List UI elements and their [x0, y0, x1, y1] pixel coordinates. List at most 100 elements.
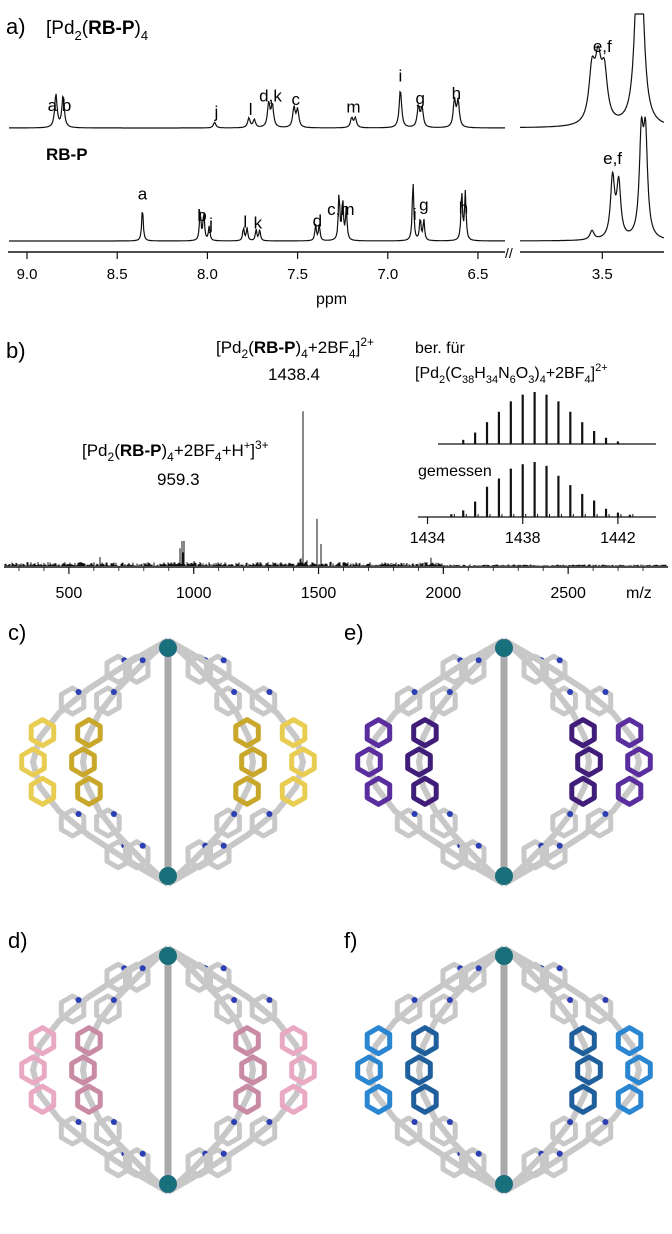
nmr-peak-label: m	[346, 97, 360, 116]
nitrogen-atom	[556, 657, 563, 664]
nmr-peak-label: j	[214, 103, 219, 122]
nitrogen-atom	[556, 965, 563, 972]
ligand-ring	[411, 1025, 439, 1057]
nmr-top-spectrum-right	[520, 13, 665, 128]
ligand-ring	[239, 1054, 267, 1086]
ms-label-2plus: [Pd2(RB-P)4+2BF4]2+	[216, 335, 374, 361]
pyridine-ring	[585, 685, 614, 717]
nitrogen-atom	[602, 689, 609, 695]
nmr-top-spectrum	[9, 90, 505, 129]
ligand-ring	[28, 1083, 57, 1115]
ligand-ring	[279, 1083, 308, 1115]
nitrogen-atom	[110, 997, 117, 1003]
ms-tick-label: 500	[56, 585, 83, 602]
pyridine-ring	[585, 1115, 614, 1147]
nitrogen-atom	[446, 689, 453, 695]
pyridine-ring	[94, 993, 122, 1025]
pd-atom	[495, 639, 513, 657]
nmr-peak-label: c,m	[327, 200, 354, 219]
nitrogen-atom	[567, 811, 574, 817]
pyridine-ring	[214, 1115, 242, 1147]
nmr-peak-label: d	[313, 211, 322, 230]
pyridine-ring	[550, 993, 578, 1025]
nitrogen-atom	[139, 657, 146, 664]
axis-break-mark: //	[505, 245, 513, 261]
nitrogen-atom	[411, 1119, 418, 1125]
ligand-backbone	[365, 945, 506, 1195]
ligand-backbone	[29, 637, 170, 887]
ligand-ring	[233, 1025, 261, 1057]
pyridine-ring	[585, 807, 614, 839]
ligand-ring	[28, 775, 57, 807]
pyridine-ring	[550, 685, 578, 717]
nmr-ticks: 9.0 8.5 8.0 7.5 7.0 6.5 3.5	[17, 252, 613, 283]
panel-letter-b: b)	[6, 338, 26, 363]
nitrogen-atom	[220, 842, 227, 849]
nitrogen-atom	[475, 965, 482, 972]
nitrogen-atom	[110, 1119, 117, 1125]
ligand-ring	[405, 1054, 433, 1086]
nitrogen-atom	[231, 689, 238, 695]
structure-panel-letter: c)	[8, 620, 26, 645]
ligand-ring	[75, 717, 103, 749]
nmr-panel: a) [Pd2(RB-P)4 RB-P a b j ld,k c mig he,fab j l…	[6, 13, 665, 308]
nitrogen-atom	[75, 811, 82, 817]
nmr-peak-label: h	[452, 84, 461, 103]
pyridine-ring	[539, 653, 568, 685]
nitrogen-atom	[266, 689, 273, 695]
pd-atom	[495, 1175, 513, 1193]
pyridine-ring	[459, 961, 487, 993]
nitrogen-atom	[139, 842, 146, 849]
inset-ticks: 1434 1438 1442	[410, 517, 636, 547]
nitrogen-atom	[556, 1150, 563, 1157]
nmr-peak-label: l	[243, 213, 247, 232]
pyridine-ring	[539, 1147, 568, 1179]
ligand-ring	[279, 1025, 308, 1057]
nmr-peak-label: h	[459, 198, 468, 217]
ligand-ring	[19, 746, 47, 778]
pyridine-ring	[394, 993, 423, 1025]
inset-measured-label: gemessen	[418, 463, 492, 480]
ligand-backbone	[79, 637, 171, 887]
ms-ticks: 500 1000 1500 2000 2500	[18, 567, 644, 602]
pyridine-ring	[58, 1115, 87, 1147]
nmr-peak-label: a	[138, 184, 148, 203]
ligand-ring	[615, 1083, 644, 1115]
nitrogen-atom	[220, 657, 227, 664]
nitrogen-atom	[75, 1119, 82, 1125]
pyridine-ring	[430, 685, 458, 717]
nitrogen-atom	[139, 1150, 146, 1157]
nmr-tick-label: 7.0	[377, 266, 398, 283]
pyridine-ring	[249, 807, 278, 839]
pd-atom	[159, 1175, 177, 1193]
ms-tick-label: 2500	[550, 585, 586, 602]
ligand-backbone	[166, 637, 307, 887]
pyridine-ring	[203, 1147, 232, 1179]
pyridine-ring	[539, 839, 568, 871]
nmr-bottom-title: RB-P	[46, 145, 88, 164]
pyridine-ring	[94, 1115, 122, 1147]
ligand-ring	[364, 717, 393, 749]
nmr-tick-label: 8.5	[107, 266, 128, 283]
ligand-ring	[625, 746, 653, 778]
ligand-ring	[615, 717, 644, 749]
ligand-ring	[355, 1054, 383, 1086]
ligand-backbone	[502, 945, 643, 1195]
ms-spectrum	[4, 411, 667, 566]
pd-atom	[495, 947, 513, 965]
nmr-peak-labels: a b j ld,k c mig he,fab j l k dc,m ig he,f	[48, 37, 623, 233]
nmr-peak-label: g	[419, 195, 428, 214]
nmr-peak-label: g	[415, 89, 424, 108]
nmr-tick-label: 7.5	[287, 266, 308, 283]
nitrogen-atom	[220, 965, 227, 972]
ligand-backbone	[166, 945, 307, 1195]
nitrogen-atom	[475, 842, 482, 849]
ligand-backbone	[415, 945, 507, 1195]
cage-structure-c: c)	[8, 620, 317, 887]
nitrogen-atom	[567, 1119, 574, 1125]
nitrogen-atom	[266, 1119, 273, 1125]
cage-structure-d: d)	[8, 928, 317, 1195]
pyridine-ring	[249, 685, 278, 717]
pyridine-ring	[58, 807, 87, 839]
ligand-ring	[28, 717, 57, 749]
